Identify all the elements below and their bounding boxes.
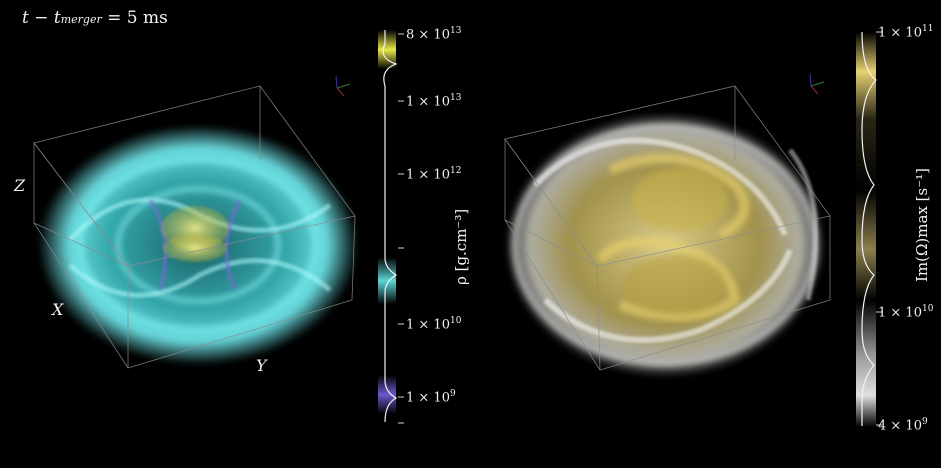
instability-colorbar: [856, 31, 882, 427]
instability-tick-1: 1 × 1011: [878, 24, 934, 41]
title-lhs: t − t: [22, 8, 61, 28]
axis-label-x: X: [52, 300, 64, 319]
instability-tick-2: 1 × 1010: [878, 304, 934, 321]
density-tick-4: 1 × 1010: [406, 316, 462, 333]
title-rhs: = 5 ms: [107, 8, 168, 28]
density-colorbar-gradient: [378, 30, 396, 422]
title-subscript: merger: [60, 13, 102, 26]
density-colorbar: [378, 30, 404, 424]
left-orientation-glyph: [335, 75, 351, 97]
right-orientation-glyph: [809, 73, 825, 95]
axis-label-z: Z: [14, 176, 26, 195]
left-bounding-box: [33, 85, 356, 369]
axis-label-y: Y: [256, 356, 267, 375]
density-tick-5: 1 × 109: [406, 389, 456, 406]
instability-colorbar-gradient: [856, 32, 876, 427]
instability-transfer-function: [861, 31, 877, 426]
density-colorbar-label: ρ [g.cm⁻³]: [452, 208, 470, 285]
density-transfer-function: [382, 30, 398, 423]
density-tick-1: 8 × 1013: [406, 26, 462, 43]
instability-tick-3: 4 × 109: [878, 417, 928, 434]
instability-colorbar-label: Im(Ω)max [s⁻¹]: [913, 167, 931, 282]
instability-volume-render: [505, 113, 825, 377]
density-volume-render: [38, 125, 358, 365]
right-bounding-box: [504, 85, 831, 371]
density-tick-3: 1 × 1012: [406, 166, 462, 183]
time-annotation: t − tmerger = 5 ms: [22, 8, 168, 28]
density-tick-2: 1 × 1013: [406, 93, 462, 110]
